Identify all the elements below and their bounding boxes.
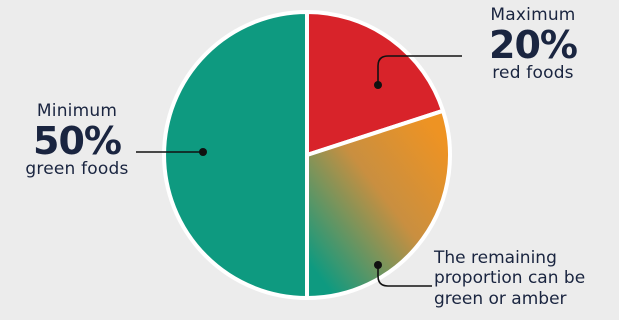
leader-line-red [377, 55, 462, 85]
remaining-line-2: proportion can be [434, 268, 586, 289]
callout-maximum: Maximum 20% red foods [448, 5, 618, 83]
callout-remaining: The remaining proportion can be green or… [434, 248, 619, 309]
minimum-prefix: Minimum [36, 101, 118, 121]
pie-slice-amber [305, 108, 452, 300]
minimum-suffix: green foods [25, 158, 129, 179]
maximum-value: 20% [489, 22, 578, 67]
remaining-line-1: The remaining [434, 248, 557, 268]
maximum-suffix: red foods [492, 62, 574, 83]
callout-minimum: Minimum 50% green foods [2, 101, 152, 179]
minimum-value: 50% [33, 118, 122, 163]
pie-slice-green [162, 10, 309, 300]
remaining-line-3: green or amber [434, 288, 567, 309]
leader-line-amber [377, 265, 432, 287]
leader-lines [136, 55, 462, 287]
maximum-prefix: Maximum [490, 5, 576, 25]
